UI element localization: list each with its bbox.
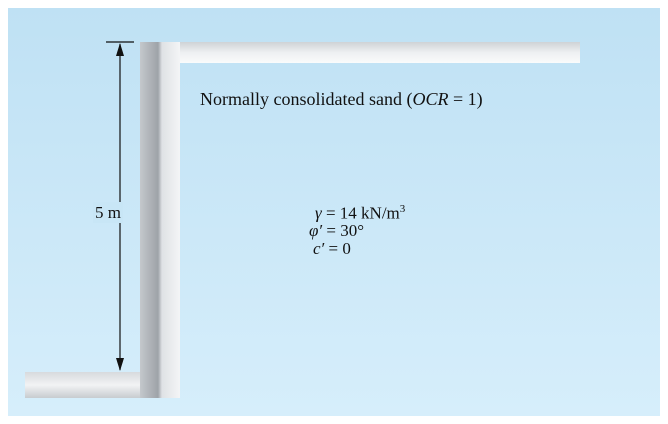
wall-stem [140,42,180,398]
text: Normally consolidated sand ( [200,89,413,109]
superscript: 3 [399,203,406,215]
text: = 0 [324,239,351,258]
symbol: φ′ [309,221,323,240]
arrowhead [116,358,124,371]
symbol: c′ [313,239,325,258]
text: OCR [412,89,449,109]
symbol: γ [315,203,322,223]
dimension-label: 5 m [93,202,123,223]
soil-description: Normally consolidated sand (OCR = 1) [200,90,483,108]
text: = 14 kN/m [321,203,400,223]
text: = 1) [448,89,483,109]
wall-top [160,42,580,63]
text: = 30° [322,221,365,240]
property: γ = 14 kN/m3 [315,204,405,222]
arrowhead [116,43,124,56]
property: φ′ = 30° [309,222,364,239]
property: c′ = 0 [313,240,351,257]
